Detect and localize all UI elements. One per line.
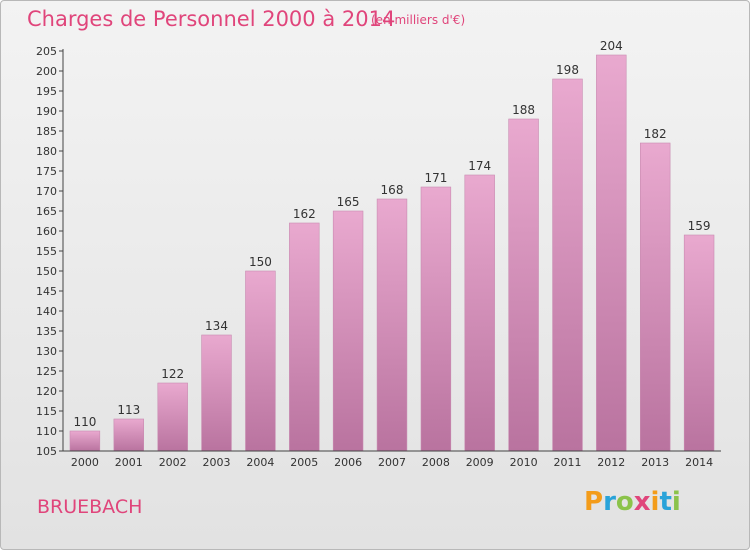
x-tick-label-2009: 2009 — [466, 456, 494, 469]
y-tick-label-165: 165 — [36, 205, 57, 218]
x-tick-label-2008: 2008 — [422, 456, 450, 469]
y-tick-label-115: 115 — [36, 405, 57, 418]
bar-2003 — [201, 334, 232, 452]
y-tick-label-130: 130 — [36, 345, 57, 358]
x-tick-label-2011: 2011 — [554, 456, 582, 469]
bar-2002 — [157, 382, 188, 452]
y-tick-label-145: 145 — [36, 285, 57, 298]
data-label-2002: 122 — [161, 367, 184, 381]
data-label-2000: 110 — [73, 415, 96, 429]
y-tick-label-150: 150 — [36, 265, 57, 278]
logo-letter: i — [671, 487, 681, 517]
x-tick-label-2001: 2001 — [115, 456, 143, 469]
bar-2001 — [113, 418, 145, 452]
proxiti-logo: Proxiti — [584, 487, 681, 517]
bar-2014 — [683, 234, 715, 452]
y-tick-label-140: 140 — [36, 305, 57, 318]
bar-2006 — [332, 210, 364, 452]
bar-2005 — [289, 222, 320, 452]
data-label-2004: 150 — [249, 255, 272, 269]
data-label-2001: 113 — [117, 403, 140, 417]
y-tick-label-120: 120 — [36, 385, 57, 398]
y-tick-label-125: 125 — [36, 365, 57, 378]
data-label-2003: 134 — [205, 319, 228, 333]
commune-name: BRUEBACH — [37, 496, 143, 518]
y-tick-label-190: 190 — [36, 105, 57, 118]
x-tick-label-2010: 2010 — [510, 456, 538, 469]
y-tick-label-185: 185 — [36, 125, 57, 138]
y-tick-label-175: 175 — [36, 165, 57, 178]
y-tick-label-170: 170 — [36, 185, 57, 198]
data-label-2013: 182 — [644, 127, 667, 141]
logo-letter: P — [584, 487, 604, 517]
bar-2008 — [420, 186, 452, 452]
y-tick-label-180: 180 — [36, 145, 57, 158]
x-tick-label-2000: 2000 — [71, 456, 99, 469]
x-tick-label-2004: 2004 — [246, 456, 274, 469]
data-label-2005: 162 — [293, 207, 316, 221]
data-label-2012: 204 — [600, 39, 623, 53]
data-label-2010: 188 — [512, 103, 535, 117]
y-tick-label-110: 110 — [36, 425, 57, 438]
x-tick-label-2007: 2007 — [378, 456, 406, 469]
chart-title: Charges de Personnel 2000 à 2014 — [27, 7, 396, 31]
logo-letter: t — [659, 487, 672, 517]
x-tick-label-2003: 2003 — [203, 456, 231, 469]
logo-letter: i — [650, 487, 660, 517]
logo-letter: o — [615, 487, 634, 517]
chart-unit: (en milliers d'€) — [371, 13, 466, 27]
data-label-2011: 198 — [556, 63, 579, 77]
bar-2010 — [508, 118, 539, 452]
bar-2013 — [639, 142, 671, 452]
data-label-2009: 174 — [468, 159, 491, 173]
y-tick-label-195: 195 — [36, 85, 57, 98]
data-label-2006: 165 — [337, 195, 360, 209]
y-tick-label-200: 200 — [36, 65, 57, 78]
bar-2000 — [69, 430, 101, 452]
bar-2004 — [245, 270, 276, 452]
x-tick-label-2012: 2012 — [597, 456, 625, 469]
logo-letter: r — [603, 487, 616, 517]
y-tick-label-160: 160 — [36, 225, 57, 238]
logo-letter: x — [633, 487, 651, 517]
x-tick-label-2006: 2006 — [334, 456, 362, 469]
bar-2011 — [552, 78, 583, 452]
data-label-2008: 171 — [424, 171, 447, 185]
y-tick-label-155: 155 — [36, 245, 57, 258]
y-tick-label-205: 205 — [36, 45, 57, 58]
x-tick-label-2005: 2005 — [290, 456, 318, 469]
data-label-2007: 168 — [381, 183, 404, 197]
bar-2007 — [376, 198, 408, 452]
bar-2012 — [596, 54, 627, 452]
data-label-2014: 159 — [688, 219, 711, 233]
x-tick-label-2002: 2002 — [159, 456, 187, 469]
x-tick-label-2013: 2013 — [641, 456, 669, 469]
y-tick-label-135: 135 — [36, 325, 57, 338]
bar-2009 — [464, 174, 495, 452]
y-tick-label-105: 105 — [36, 445, 57, 458]
x-tick-label-2014: 2014 — [685, 456, 713, 469]
